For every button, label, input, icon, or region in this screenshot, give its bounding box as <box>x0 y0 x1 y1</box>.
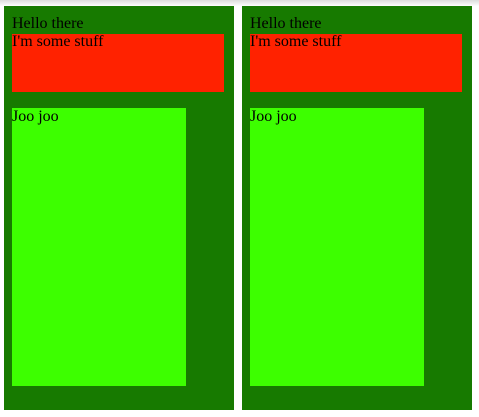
joo-box: Joo joo <box>12 108 186 386</box>
right-panel: Hello there I'm some stuff Joo joo <box>242 6 472 410</box>
joo-box: Joo joo <box>250 108 424 386</box>
left-panel: Hello there I'm some stuff Joo joo <box>4 6 234 410</box>
stuff-box: I'm some stuff <box>12 34 224 92</box>
greeting-text: Hello there <box>250 15 322 32</box>
greeting-text: Hello there <box>12 15 84 32</box>
stuff-box: I'm some stuff <box>250 34 462 92</box>
top-shadow <box>0 0 479 6</box>
